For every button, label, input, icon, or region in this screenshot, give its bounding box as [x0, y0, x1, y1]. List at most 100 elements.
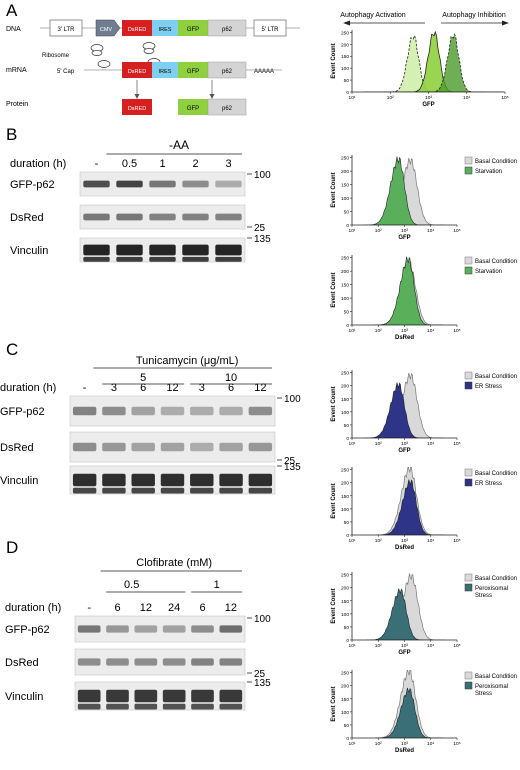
ires-box-dna [152, 20, 178, 36]
legend-label-treatment: Starvation [475, 169, 502, 175]
y-tick-label: 100 [341, 612, 349, 618]
gfp-box-protein [178, 99, 208, 115]
treatment-label: Clofibrate (mM) [136, 557, 212, 569]
y-tick-label: 150 [341, 599, 349, 605]
blot-band [116, 213, 143, 221]
x-tick-label: 10⁴ [427, 741, 434, 747]
blot-row-label: Vinculin [5, 691, 43, 703]
gfp-box-dna [178, 20, 208, 36]
blot-band [162, 625, 186, 633]
blot-band [83, 213, 110, 221]
lane-label: 24 [168, 602, 180, 614]
activation-label: Autophagy Activation [340, 12, 405, 19]
y-tick-label: 0 [346, 736, 349, 742]
mw-marker-label: 25 [254, 223, 266, 234]
blot-band [191, 689, 214, 703]
blot-band [182, 244, 209, 256]
blot-band [160, 442, 185, 452]
blot-row-label: GFP-p62 [10, 179, 55, 191]
x-tick-label: 10³ [401, 441, 408, 447]
lane-label: - [95, 158, 99, 170]
x-tick-label: 10³ [425, 95, 432, 101]
dsred-box-dna [122, 20, 152, 36]
y-tick-label: 0 [346, 638, 349, 644]
legend-label-basal: Basal Condition [475, 259, 517, 265]
legend: Basal Condition ER Stress [464, 468, 517, 487]
x-tick-label: 10¹ [349, 228, 356, 234]
blot-band [182, 213, 209, 221]
gfp-label-protein: GFP [187, 106, 199, 112]
hist-a-annotations: Autophagy Activation Autophagy Inhibitio… [340, 12, 509, 26]
y-tick-label: 150 [341, 183, 349, 189]
legend-label-treatment: Starvation [475, 269, 502, 275]
construct-diagram: DNA mRNA Protein 3' LTR CMV DsRED IRES G… [6, 19, 300, 116]
p62-label-protein: p62 [222, 106, 233, 112]
blot-membrane [74, 648, 246, 676]
blot-band [131, 442, 155, 452]
histogram-curves [366, 573, 446, 640]
y-tick-label: 50 [344, 520, 350, 526]
blot-c: duration (h) - 3 6 12 3 6 12 GFP-p62 100 DsRed 25 Vi… [0, 355, 301, 495]
treatment-series [364, 156, 433, 225]
blot-band [116, 244, 143, 256]
x-axis-label: GFP [398, 448, 410, 454]
blot-band [162, 658, 186, 666]
blot-band [106, 689, 129, 703]
blot-band [149, 244, 176, 256]
blot-band-lower [102, 487, 126, 494]
histogram-7: 0 50 100 150 200 250 10¹ 10² 10³ 10⁴ 10⁵ Event Coun… [331, 670, 517, 754]
blot-band [190, 442, 214, 452]
dsred-label-protein: DsRED [128, 106, 146, 112]
x-tick-label: 10¹ [349, 538, 356, 544]
legend-label-basal: Basal Condition [475, 159, 517, 165]
lane-label: 12 [225, 602, 237, 614]
row-label-dna: DNA [6, 26, 21, 33]
dose-label-1: 5 [140, 372, 146, 384]
blot-band [190, 406, 214, 416]
y-tick-label: 100 [341, 66, 349, 72]
blot-band [149, 180, 176, 188]
x-tick-label: 10⁵ [453, 228, 460, 234]
blot-band-lower [134, 703, 158, 710]
blot-band [83, 244, 110, 256]
x-tick-label: 10⁴ [427, 538, 434, 544]
ltr5-label: 5' LTR [261, 27, 279, 33]
legend: Basal Condition ER Stress [464, 371, 517, 390]
y-axis-label: Event Count [331, 272, 337, 307]
legend: Basal Condition Starvation [464, 256, 517, 275]
legend-swatch-treatment [464, 478, 473, 487]
histogram-4: 0 50 100 150 200 250 10¹ 10² 10³ 10⁴ 10⁵ Event Coun… [331, 370, 517, 454]
legend-swatch-treatment [464, 166, 473, 175]
blot-band [219, 625, 243, 633]
blot-row-label: Vinculin [0, 475, 38, 487]
ires-label-mrna: IRES [159, 69, 172, 75]
panel-label-a: A [6, 1, 18, 20]
legend-label-treatment: Peroxisomal [475, 684, 508, 690]
blot-band [219, 658, 243, 666]
blot-band [149, 213, 176, 221]
blot-band [248, 473, 273, 487]
lane-label: 0.5 [122, 158, 137, 170]
lane-label: 12 [140, 602, 152, 614]
mw-marker-label: 135 [254, 678, 271, 689]
treatment-series [374, 256, 443, 325]
blot-band [102, 473, 126, 487]
y-tick-label: 100 [341, 196, 349, 202]
ires-box-mrna [152, 62, 178, 78]
blot-band [160, 406, 185, 416]
legend-label-basal: Basal Condition [475, 576, 517, 582]
legend-label-treatment-2: Stress [475, 691, 492, 697]
legend-swatch-basal [464, 573, 473, 582]
lane-label: 6 [114, 602, 120, 614]
y-axis-label: Event Count [331, 588, 337, 623]
blot-band [190, 473, 214, 487]
x-tick-label: 10³ [401, 643, 408, 649]
x-tick-label: 10⁵ [453, 538, 460, 544]
activation-arrow-icon [343, 20, 350, 26]
blot-band-lower [77, 703, 101, 710]
blot-band [162, 689, 186, 703]
lane-label: 2 [192, 158, 198, 170]
legend-label-treatment: Peroxisomal [475, 586, 508, 592]
inhibition-label: Autophagy Inhibition [442, 12, 506, 19]
histogram-2: 0 50 100 150 200 250 10¹ 10² 10³ 10⁴ 10⁵ Event Coun… [331, 155, 517, 241]
